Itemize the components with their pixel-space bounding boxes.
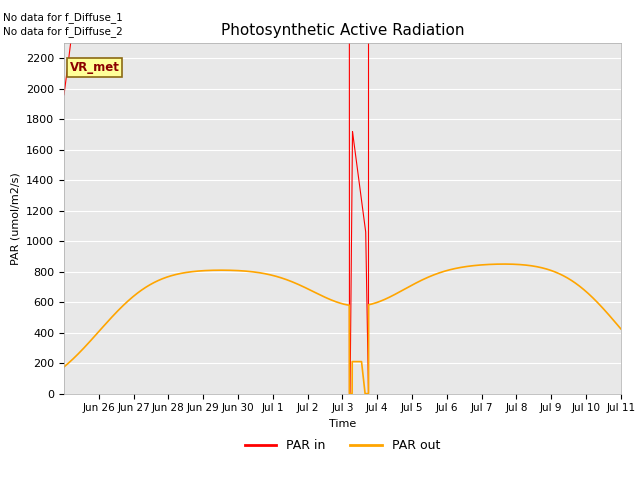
Text: VR_met: VR_met bbox=[70, 61, 120, 74]
PAR out bbox=[93, 330, 101, 336]
PAR out bbox=[346, 391, 353, 396]
PAR out bbox=[170, 272, 177, 278]
Text: No data for f_Diffuse_2: No data for f_Diffuse_2 bbox=[3, 26, 123, 37]
PAR in bbox=[63, 73, 70, 79]
PAR out bbox=[83, 342, 91, 348]
PAR out bbox=[617, 326, 625, 332]
PAR out bbox=[60, 364, 68, 370]
PAR in bbox=[60, 92, 68, 97]
PAR out bbox=[332, 299, 340, 305]
PAR out bbox=[500, 261, 508, 267]
Text: No data for f_Diffuse_1: No data for f_Diffuse_1 bbox=[3, 12, 123, 23]
Legend: PAR in, PAR out: PAR in, PAR out bbox=[240, 434, 445, 457]
Line: PAR out: PAR out bbox=[64, 264, 621, 394]
Line: PAR in: PAR in bbox=[64, 0, 621, 394]
PAR in bbox=[346, 391, 353, 396]
Y-axis label: PAR (umol/m2/s): PAR (umol/m2/s) bbox=[10, 172, 20, 265]
Title: Photosynthetic Active Radiation: Photosynthetic Active Radiation bbox=[221, 23, 464, 38]
X-axis label: Time: Time bbox=[329, 419, 356, 429]
PAR out bbox=[588, 294, 595, 300]
PAR out bbox=[63, 362, 70, 368]
